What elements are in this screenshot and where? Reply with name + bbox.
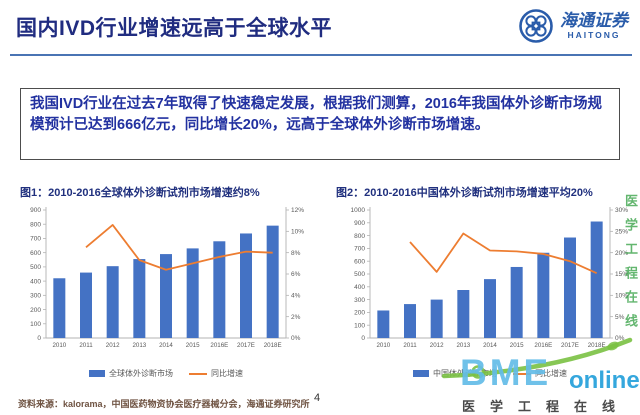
- svg-text:2013: 2013: [132, 342, 146, 349]
- legend-item-bar: 全球体外诊断市场: [89, 368, 173, 379]
- figure1-legend: 全球体外诊断市场 同比增速: [14, 368, 318, 379]
- svg-text:10%: 10%: [291, 229, 304, 236]
- svg-text:300: 300: [30, 293, 41, 300]
- svg-text:500: 500: [354, 271, 365, 278]
- svg-text:300: 300: [354, 297, 365, 304]
- legend-item-line: 同比增速: [189, 368, 243, 379]
- svg-text:400: 400: [30, 278, 41, 285]
- svg-text:2015: 2015: [510, 342, 524, 349]
- svg-text:0: 0: [361, 335, 365, 342]
- svg-text:25%: 25%: [615, 229, 628, 236]
- svg-text:4%: 4%: [291, 293, 301, 300]
- haitong-logo: 海通证券 HAITONG: [518, 8, 628, 44]
- source-note: 资料来源：kalorama，中国医药物资协会医疗器械分会，海通证券研究所: [18, 399, 310, 409]
- bar-swatch: [89, 370, 105, 377]
- svg-text:600: 600: [30, 250, 41, 257]
- svg-text:12%: 12%: [291, 207, 304, 214]
- figure1-chart-area: 0 100 200 300 400 500 600 700 800 900 0% 2% 4% 6% 8% 10…: [14, 202, 318, 379]
- svg-text:20%: 20%: [615, 250, 628, 257]
- svg-text:10%: 10%: [615, 293, 628, 300]
- svg-text:900: 900: [354, 220, 365, 227]
- svg-text:2013: 2013: [456, 342, 470, 349]
- svg-text:0%: 0%: [291, 335, 301, 342]
- svg-text:15%: 15%: [615, 271, 628, 278]
- svg-text:2011: 2011: [79, 342, 93, 349]
- haitong-logo-icon: [519, 9, 553, 43]
- watermark-caption: 医学工程在线: [462, 399, 631, 414]
- haitong-logo-cn: 海通证券: [560, 11, 628, 30]
- svg-text:0: 0: [37, 335, 41, 342]
- svg-text:8%: 8%: [291, 250, 301, 257]
- svg-text:2016E: 2016E: [210, 342, 228, 349]
- svg-text:400: 400: [354, 284, 365, 291]
- svg-text:2017E: 2017E: [237, 342, 255, 349]
- svg-text:800: 800: [354, 233, 365, 240]
- svg-text:800: 800: [30, 221, 41, 228]
- page-number: 4: [314, 392, 321, 404]
- svg-text:2012: 2012: [430, 342, 444, 349]
- highlight-textbox: 我国IVD行业在过去7年取得了快速稳定发展，根据我们测算，2016年我国体外诊断…: [20, 88, 620, 160]
- svg-text:100: 100: [30, 321, 41, 328]
- figure1-caption: 图1：2010-2016全球体外诊断试剂市场增速约8%: [20, 187, 260, 199]
- haitong-logo-en: HAITONG: [567, 30, 621, 40]
- svg-text:200: 200: [30, 307, 41, 314]
- svg-text:30%: 30%: [615, 207, 628, 214]
- line-swatch: [189, 372, 207, 375]
- svg-text:500: 500: [30, 264, 41, 271]
- svg-text:2016E: 2016E: [534, 342, 552, 349]
- watermark-vertical-text: 医学工程在线: [623, 194, 638, 338]
- haitong-logo-text: 海通证券 HAITONG: [560, 12, 628, 40]
- header-divider: [10, 54, 632, 56]
- svg-text:100: 100: [354, 322, 365, 329]
- svg-text:2018E: 2018E: [588, 342, 606, 349]
- svg-text:5%: 5%: [615, 314, 625, 321]
- bme-watermark-text: BME: [460, 352, 552, 393]
- svg-text:2010: 2010: [376, 342, 390, 349]
- bar-swatch: [413, 370, 429, 377]
- svg-text:2012: 2012: [106, 342, 120, 349]
- figure2-caption: 图2：2010-2016中国体外诊断试剂市场增速平均20%: [336, 187, 593, 199]
- legend-label-bar: 全球体外诊断市场: [109, 369, 173, 378]
- svg-text:900: 900: [30, 207, 41, 214]
- svg-text:2010: 2010: [52, 342, 66, 349]
- svg-text:200: 200: [354, 310, 365, 317]
- svg-text:2015: 2015: [186, 342, 200, 349]
- page-title: 国内IVD行业增速远高于全球水平: [16, 17, 333, 40]
- svg-text:2018E: 2018E: [264, 342, 282, 349]
- svg-text:2017E: 2017E: [561, 342, 579, 349]
- svg-text:700: 700: [354, 246, 365, 253]
- svg-text:2011: 2011: [403, 342, 417, 349]
- svg-text:2014: 2014: [483, 342, 497, 349]
- svg-text:600: 600: [354, 258, 365, 265]
- svg-text:2014: 2014: [159, 342, 173, 349]
- global-ivd-market-chart: 0 100 200 300 400 500 600 700 800 900 0% 2% 4% 6% 8% 10…: [30, 207, 304, 349]
- online-watermark-text: online: [569, 367, 640, 394]
- svg-text:700: 700: [30, 236, 41, 243]
- svg-text:1000: 1000: [351, 207, 366, 214]
- legend-label-line: 同比增速: [211, 369, 243, 378]
- china-ivd-market-chart: 010020030040050060070080090010000%5%10%1…: [351, 207, 628, 349]
- svg-text:6%: 6%: [291, 271, 301, 278]
- svg-text:2%: 2%: [291, 314, 301, 321]
